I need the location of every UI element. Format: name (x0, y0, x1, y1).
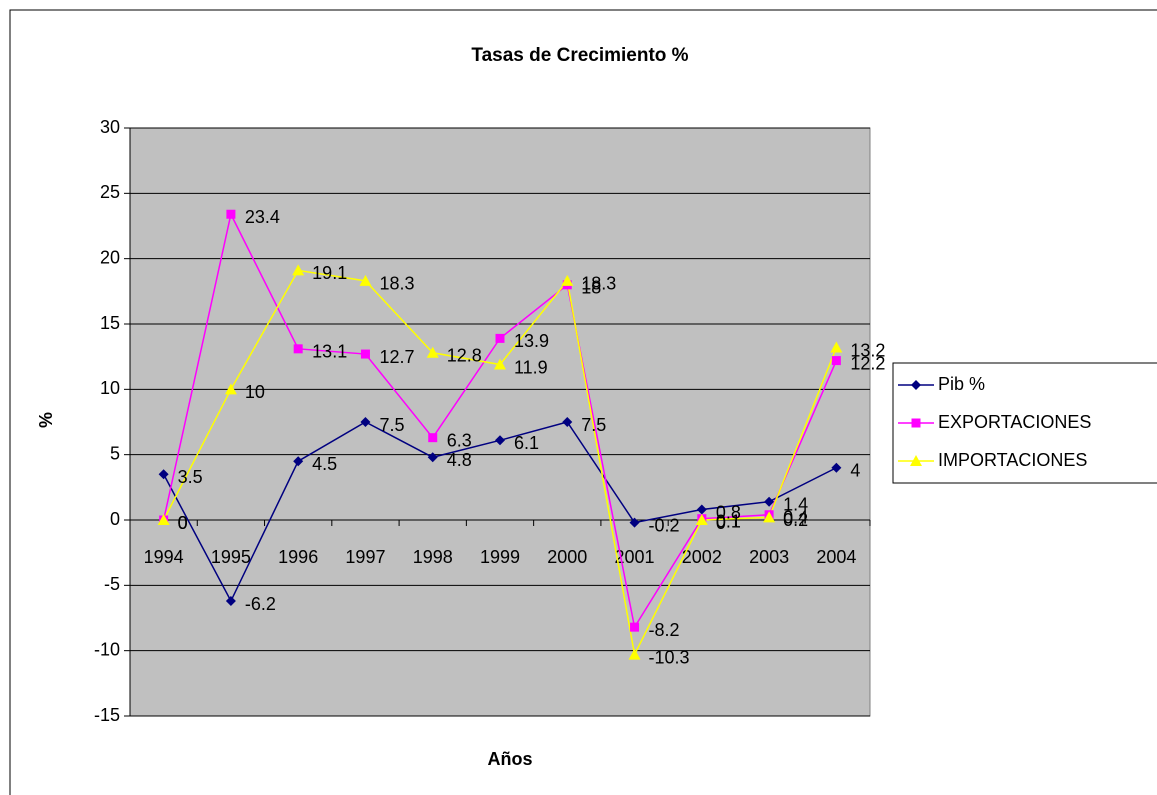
x-tick-label: 1995 (211, 547, 251, 567)
point (224, 383, 237, 395)
data-label: 1.4 (783, 494, 808, 514)
point (225, 596, 236, 607)
data-label: 18 (581, 278, 601, 298)
point (293, 344, 303, 354)
plot-background (129, 127, 871, 717)
point (628, 648, 641, 660)
legend-marker (911, 380, 921, 390)
x-axis-label: Años (488, 749, 533, 769)
point (630, 622, 640, 632)
data-label: 0.1 (716, 511, 741, 531)
data-label: 4.5 (312, 454, 337, 474)
point (561, 274, 574, 286)
data-label: 7.5 (581, 415, 606, 435)
point (695, 514, 708, 525)
data-label: 3.5 (178, 467, 203, 487)
data-label: 18.3 (379, 274, 414, 294)
point (426, 346, 439, 358)
x-tick-label: 1994 (144, 547, 184, 567)
y-tick-label: 0 (110, 509, 120, 529)
legend-label: Pib % (938, 374, 985, 394)
data-label: 4 (850, 460, 860, 480)
legend-label: EXPORTACIONES (938, 412, 1091, 432)
point (764, 496, 775, 507)
point (763, 511, 776, 523)
y-tick-label: 20 (100, 247, 120, 267)
data-label: -8.2 (649, 620, 680, 640)
point (360, 417, 371, 427)
legend-box (892, 362, 1157, 484)
y-tick-label: -5 (104, 574, 120, 594)
point (495, 435, 505, 446)
point (696, 504, 707, 515)
legend-marker (910, 455, 922, 466)
x-tick-label: 1996 (278, 547, 318, 567)
data-label: 10 (245, 382, 265, 402)
point (562, 417, 573, 427)
data-label: 7.5 (379, 415, 404, 435)
data-label: 4.8 (447, 450, 472, 470)
y-tick-label: -15 (94, 705, 120, 725)
data-label: 13.2 (850, 340, 885, 360)
x-tick-label: 2004 (816, 547, 856, 567)
data-label: 13.1 (312, 342, 347, 362)
data-label: 0.2 (783, 510, 808, 530)
chart-title: Tasas de Crecimiento % (471, 45, 688, 66)
y-tick-label: 5 (110, 443, 120, 463)
point (157, 514, 170, 525)
y-axis-label: % (36, 412, 56, 428)
y-tick-label: 15 (100, 313, 120, 333)
y-tick-label: 10 (100, 378, 120, 398)
legend-label: IMPORTACIONES (938, 450, 1087, 470)
data-label: 0 (716, 513, 726, 533)
data-label: -6.2 (245, 594, 276, 614)
x-tick-label: 2003 (749, 547, 789, 567)
point (360, 349, 370, 359)
data-label: 12.8 (447, 345, 482, 365)
data-label: 23.4 (245, 207, 280, 227)
point (428, 433, 438, 443)
point (226, 209, 236, 219)
x-tick-label: 1997 (345, 547, 385, 567)
x-tick-label: 1998 (413, 547, 453, 567)
point (427, 452, 438, 463)
data-label: 11.9 (514, 357, 548, 377)
x-tick-label: 2000 (547, 547, 587, 567)
point (831, 462, 842, 473)
data-label: 0.8 (716, 502, 741, 522)
data-label: 0.4 (783, 508, 808, 528)
point (359, 274, 372, 286)
x-tick-label: 2002 (682, 547, 722, 567)
point (293, 456, 304, 467)
data-label: 19.1 (312, 263, 347, 283)
y-tick-label: 30 (100, 117, 120, 137)
data-label: 6.3 (447, 430, 472, 450)
x-tick-label: 2001 (615, 547, 655, 567)
x-tick-label: 1999 (480, 547, 520, 567)
legend-marker (911, 418, 921, 428)
point (495, 333, 505, 343)
y-tick-label: -10 (94, 639, 120, 659)
data-label: 12.2 (850, 353, 885, 373)
data-label: 6.1 (514, 433, 539, 453)
data-label: -0.2 (649, 515, 680, 535)
point (494, 358, 506, 370)
data-label: 13.9 (514, 331, 549, 351)
data-label: 12.7 (379, 347, 414, 367)
point (831, 356, 841, 366)
data-label: 0 (178, 513, 188, 533)
point (292, 264, 305, 276)
point (158, 469, 169, 480)
point (629, 517, 640, 528)
point (830, 341, 843, 353)
y-tick-label: 25 (100, 182, 120, 202)
data-label: -10.3 (649, 647, 690, 667)
data-label: 0 (178, 513, 188, 533)
data-label: 18.3 (581, 274, 616, 294)
